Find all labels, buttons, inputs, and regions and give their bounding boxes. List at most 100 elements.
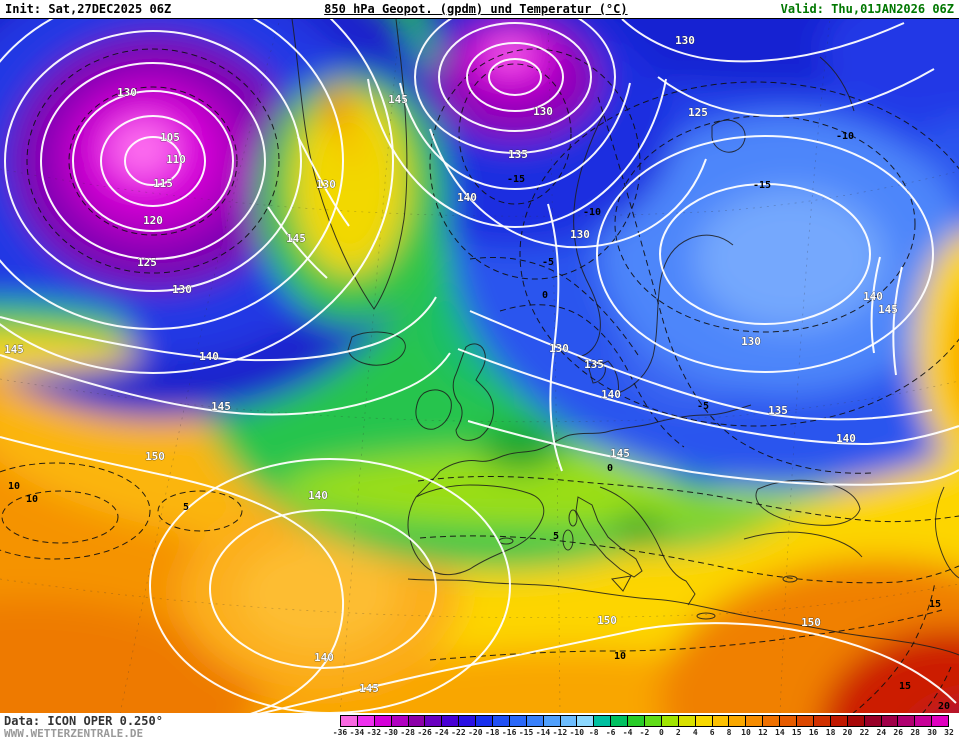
legend-color-cell: [611, 716, 629, 726]
legend-color-cell: [442, 716, 460, 726]
legend-tick-label: 10: [741, 728, 751, 737]
geopotential-contour-label: 140: [863, 290, 883, 303]
legend-color-cell: [425, 716, 443, 726]
legend-color-cell: [628, 716, 646, 726]
legend-color-cell: [408, 716, 426, 726]
geopotential-contour-label: 140: [601, 388, 621, 401]
legend-color-cell: [374, 716, 392, 726]
geopotential-contour-label: 125: [688, 106, 708, 119]
valid-time-label: Valid: Thu,01JAN2026 06Z: [780, 2, 954, 16]
init-time-label: Init: Sat,27DEC2025 06Z: [5, 2, 172, 16]
geopotential-contour-label: 135: [768, 404, 788, 417]
legend-tick-labels: -36 -34 -32 -30 -28 -26 -24 -22 -20 -18 -16 -15 -14-…: [333, 728, 954, 739]
legend-tick-label: 15: [791, 728, 802, 737]
legend-tick-label: -28: [400, 728, 415, 737]
geopotential-contour-label: 140: [199, 350, 219, 363]
legend-color-cell: [678, 716, 696, 726]
legend-color-cell: [797, 716, 814, 726]
geopotential-contour-label: 130: [172, 283, 192, 296]
legend-color-cell: [847, 716, 865, 726]
geopotential-contour-label: 115: [153, 177, 173, 190]
legend-tick-label: 2: [675, 728, 681, 737]
legend-color-cell: [830, 716, 848, 726]
geopotential-contour-label: 145: [878, 303, 898, 316]
map-header: Init: Sat,27DEC2025 06Z 850 hPa Geopot. …: [0, 0, 959, 18]
legend-tick-label: 16: [808, 728, 819, 737]
legend-tick-label: 24: [876, 728, 887, 737]
legend-tick-label: 18: [825, 728, 836, 737]
temperature-contour-label: 15: [929, 599, 941, 610]
legend-color-cell: [543, 716, 561, 726]
legend-color-cell: [898, 716, 916, 726]
temperature-contour-label: 15: [899, 681, 911, 692]
legend-tick-label: -18: [485, 728, 500, 737]
legend-color-cell: [509, 716, 527, 726]
legend-tick-label: 30: [927, 728, 937, 737]
temperature-contour-label: -5: [542, 257, 554, 268]
geopotential-contour-label: 150: [801, 616, 821, 629]
geopotential-contours: [0, 19, 959, 713]
legend-tick-label: -34: [349, 728, 365, 737]
legend-color-cell: [357, 716, 375, 726]
geopotential-contour-label: 150: [145, 450, 165, 463]
legend-tick-label: 26: [893, 728, 904, 737]
temperature-contour-label: 0: [542, 290, 548, 301]
legend-tick-label: 12: [758, 728, 768, 737]
legend-tick-label: 0: [658, 728, 664, 737]
temperature-contour-label: 10: [8, 481, 20, 492]
legend-color-cell: [459, 716, 477, 726]
legend-color-cell: [391, 716, 409, 726]
geopotential-contour-label: 135: [508, 148, 528, 161]
legend-color-cell: [661, 716, 679, 726]
geopotential-contour-label: 145: [359, 682, 379, 695]
legend-tick-label: 22: [859, 728, 870, 737]
legend-color-cell: [932, 716, 949, 726]
legend-color-cell: [476, 716, 494, 726]
map-footer: Data: ICON OPER 0.250° WWW.WETTERZENTRAL…: [0, 713, 959, 741]
geopotential-contour-label: 140: [308, 489, 328, 502]
legend-color-cell: [780, 716, 798, 726]
legend-color-cell: [763, 716, 781, 726]
geopotential-contour-label: 130: [549, 342, 569, 355]
geopotential-contour-label: 105: [160, 131, 180, 144]
legend-color-cell: [915, 716, 933, 726]
temperature-contour-label: -15: [507, 174, 525, 185]
legend-tick-label: -8: [588, 728, 599, 737]
legend-tick-label: -12: [552, 728, 568, 737]
geopotential-contour-label: 145: [388, 93, 408, 106]
legend-color-cell: [526, 716, 544, 726]
weather-map-canvas: 105 110 115 120 125 130 130 145 140 145 150 145 130 1…: [0, 18, 959, 713]
geopotential-contour-label: 145: [286, 232, 306, 245]
legend-color-cell: [341, 716, 358, 726]
geopotential-contour-label: 150: [597, 614, 617, 627]
geopotential-contour-label: 125: [137, 256, 157, 269]
legend-color-cell: [645, 716, 662, 726]
legend-color-cell: [729, 716, 747, 726]
legend-tick-label: 6: [709, 728, 715, 737]
legend-color-bar: [340, 715, 949, 727]
legend-tick-label: -10: [569, 728, 585, 737]
legend-color-cell: [864, 716, 882, 726]
temperature-geopotential-map: 1051101151201251301301451401451501451301…: [0, 19, 959, 713]
geopotential-contour-label: 130: [570, 228, 590, 241]
geopotential-contour-label: 145: [4, 343, 24, 356]
geopotential-contour-label: 140: [314, 651, 334, 664]
legend-tick-label: -32: [366, 728, 382, 737]
temperature-contour-label: 10: [26, 494, 38, 505]
legend-tick-label: -6: [605, 728, 616, 737]
geopotential-contour-label: 110: [166, 153, 186, 166]
website-label: WWW.WETTERZENTRALE.DE: [4, 727, 144, 740]
legend-tick-label: 4: [692, 728, 698, 737]
legend-color-cell: [493, 716, 510, 726]
temperature-contour-label: -10: [583, 207, 601, 218]
geopotential-contour-label: 130: [741, 335, 761, 348]
geopotential-contour-label: 140: [457, 191, 477, 204]
temperature-contour-label: 20: [938, 701, 950, 712]
geopotential-contour-label: 130: [675, 34, 695, 47]
geopotential-contour-label: 145: [610, 447, 630, 460]
legend-tick-label: 8: [726, 728, 732, 737]
geopotential-contour-label: 140: [836, 432, 856, 445]
legend-tick-label: -14: [535, 728, 551, 737]
temperature-contour-label: -10: [836, 131, 854, 142]
